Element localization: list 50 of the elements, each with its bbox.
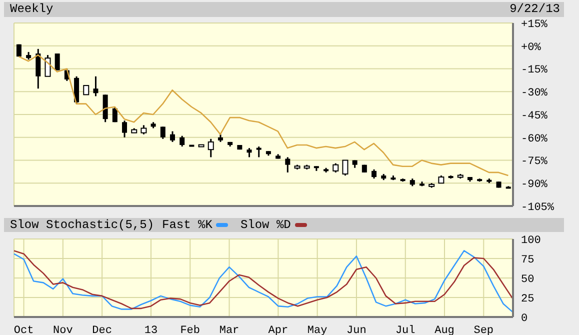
y-tick-label: 100 [521,234,541,247]
x-tick-label: Feb [180,324,200,335]
candlestick [342,160,348,176]
y-tick-label: -60% [521,133,548,146]
candlestick [208,138,214,158]
candlestick [180,135,185,148]
line-series [18,54,509,176]
x-tick-label: Mar [219,324,240,335]
candlestick [246,147,252,158]
y-tick-label: -105% [521,202,554,214]
y-tick-label: +0% [521,42,542,54]
candlestick [140,124,147,136]
candlestick [112,106,118,123]
y-tick-label: -45% [521,110,548,122]
candlestick [170,130,175,143]
candlestick [83,85,90,96]
y-tick-label: 50 [521,274,534,286]
candlestick [44,54,51,78]
candlestick [93,76,98,97]
text: 9/22/13 [510,2,560,16]
y-tick-label: -75% [521,156,548,168]
y-tick-label: 0 [521,312,528,325]
y-tick-label: -90% [521,179,548,192]
candlestick [332,162,339,174]
x-tick-label: Apr [268,324,288,335]
x-tick-label: 13 [144,324,158,335]
chart-title: Slow Stochastic(5,5) [10,218,154,232]
x-tick-label: Dec [92,324,112,335]
candlestick [36,48,41,90]
candlestick [285,156,290,174]
y-tick-label: -15% [521,64,548,77]
x-tick-label: Oct [14,324,34,335]
candlestick [160,126,166,140]
x-tick-label: May [307,324,328,335]
legend-label: Slow %D [240,218,291,232]
candlestick [54,52,60,72]
x-tick-label: Sep [474,324,494,335]
y-tick-label: 25 [521,293,534,306]
y-tick-label: +15% [521,18,548,31]
x-tick-label: Aug [434,324,454,335]
x-tick-label: Jun [346,324,366,335]
candlestick [256,146,262,158]
candlestick [372,168,377,180]
x-tick-label: Jul [395,324,416,335]
y-tick-label: -30% [521,88,548,100]
x-tick-label: Nov [53,324,74,335]
candlestick [122,120,128,138]
chart-title: Weekly [10,2,54,16]
y-tick-label: 75 [521,254,534,266]
legend-label: Fast %K [162,218,212,232]
